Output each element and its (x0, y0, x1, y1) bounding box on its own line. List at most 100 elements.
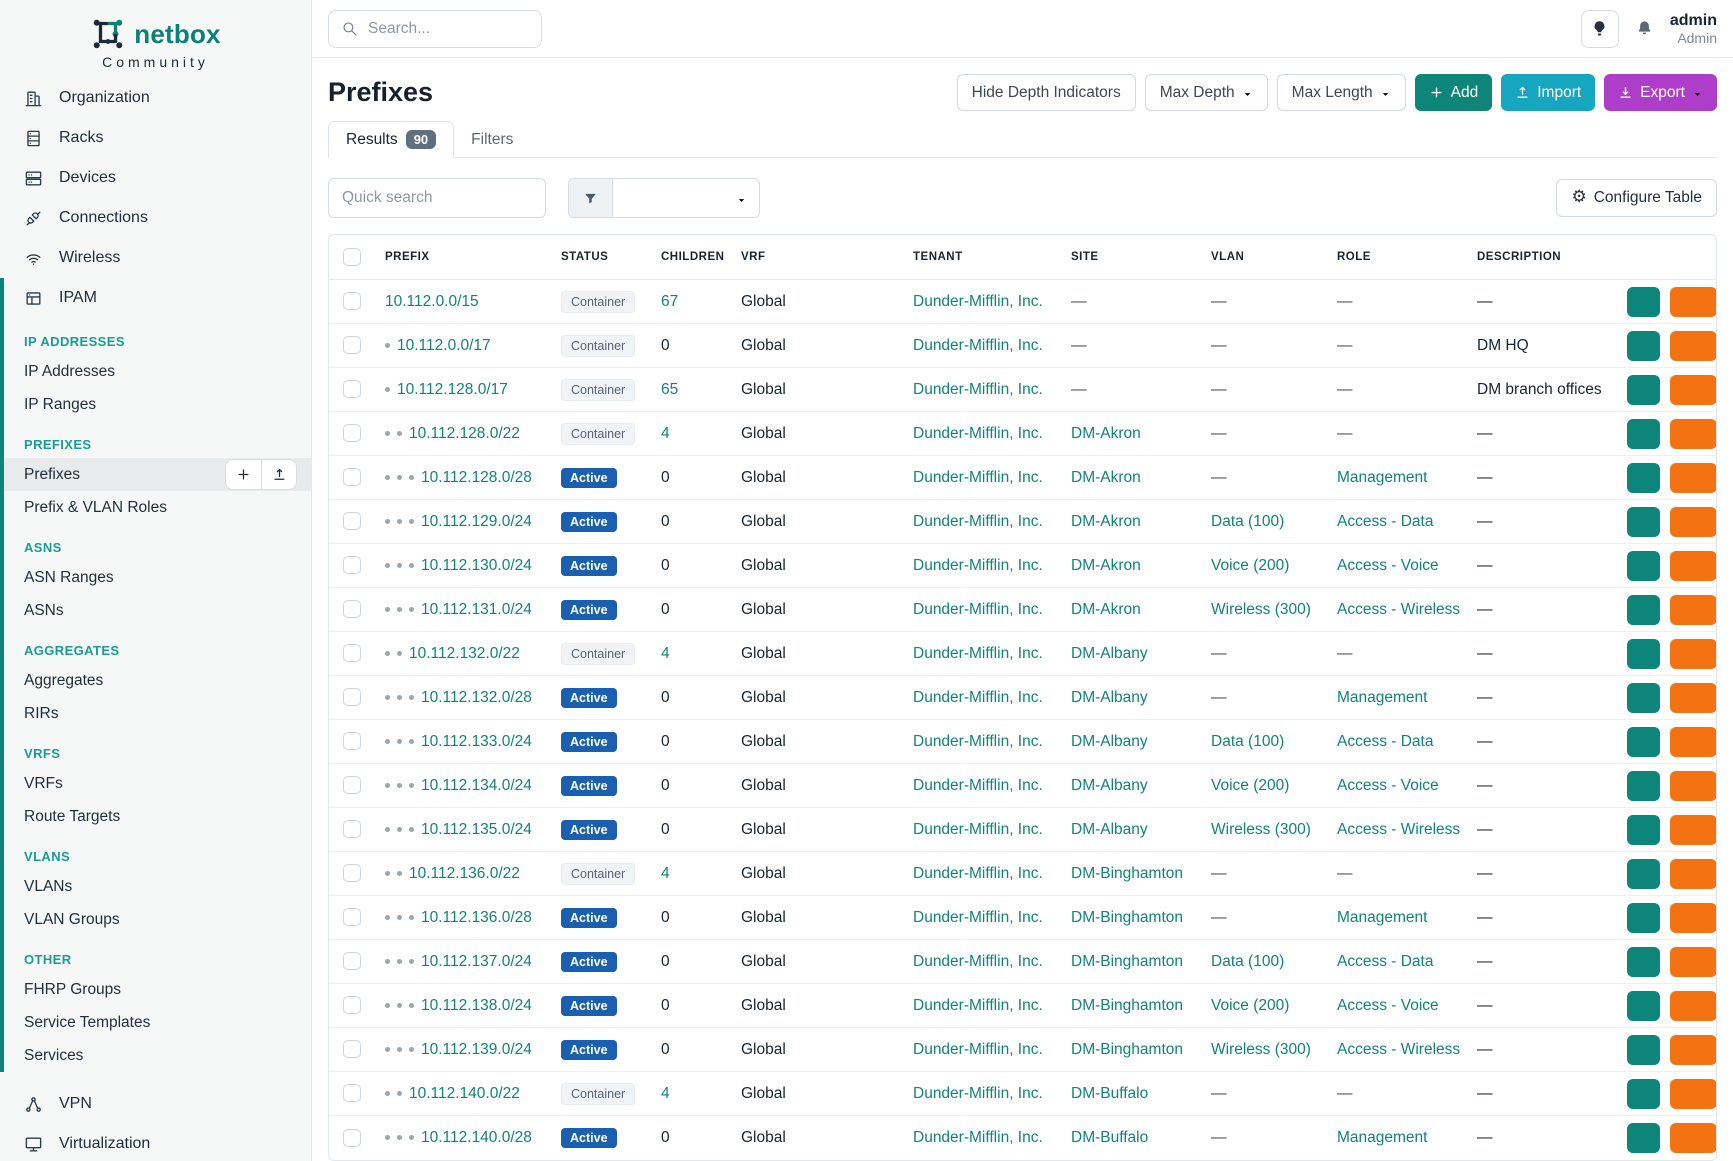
tenant-link[interactable]: Dunder-Mifflin, Inc. (913, 996, 1043, 1014)
sidebar-link-ip-addresses[interactable]: IP Addresses (24, 362, 116, 380)
row-checkbox[interactable] (343, 864, 361, 883)
edit-button[interactable] (1670, 594, 1716, 625)
clone-button[interactable] (1627, 858, 1660, 889)
sidebar-item-ipam[interactable]: IPAM (4, 278, 311, 318)
sidebar-item-devices[interactable]: Devices (0, 158, 311, 198)
vlan-link[interactable]: Wireless (300) (1211, 820, 1311, 838)
prefix-link[interactable]: 10.112.0.0/17 (397, 336, 491, 354)
clone-button[interactable] (1627, 462, 1660, 493)
tenant-link[interactable]: Dunder-Mifflin, Inc. (913, 864, 1043, 882)
max-depth-dropdown[interactable]: Max Depth (1144, 74, 1268, 111)
prefix-link[interactable]: 10.112.135.0/24 (421, 820, 532, 838)
edit-button[interactable] (1670, 462, 1716, 493)
role-link[interactable]: Access - Wireless (1337, 600, 1461, 618)
site-link[interactable]: DM-Buffalo (1071, 1084, 1149, 1102)
tenant-link[interactable]: Dunder-Mifflin, Inc. (913, 820, 1043, 838)
column-header-vrf[interactable]: VRF (731, 235, 903, 280)
role-link[interactable]: Access - Wireless (1337, 820, 1461, 838)
clone-button[interactable] (1627, 286, 1660, 317)
clone-button[interactable] (1627, 550, 1660, 581)
column-header-prefix[interactable]: PREFIX (375, 235, 551, 280)
edit-button[interactable] (1670, 990, 1716, 1021)
export-button[interactable]: Export (1604, 74, 1717, 111)
site-link[interactable]: DM-Albany (1071, 776, 1148, 794)
sidebar-link-rirs[interactable]: RIRs (24, 704, 59, 722)
role-link[interactable]: Management (1337, 468, 1428, 486)
tenant-link[interactable]: Dunder-Mifflin, Inc. (913, 380, 1043, 398)
edit-button[interactable] (1670, 726, 1716, 757)
row-checkbox[interactable] (343, 952, 361, 971)
sidebar-link-vrfs[interactable]: VRFs (24, 774, 63, 792)
tenant-link[interactable]: Dunder-Mifflin, Inc. (913, 644, 1043, 662)
edit-button[interactable] (1670, 858, 1716, 889)
theme-toggle-button[interactable] (1580, 9, 1619, 48)
clone-button[interactable] (1627, 1034, 1660, 1065)
notifications-button[interactable] (1635, 19, 1654, 38)
row-checkbox[interactable] (343, 336, 361, 355)
vlan-link[interactable]: Voice (200) (1211, 776, 1290, 794)
edit-button[interactable] (1670, 682, 1716, 713)
vlan-link[interactable]: Voice (200) (1211, 996, 1290, 1014)
logo[interactable]: netbox Community (0, 0, 311, 78)
prefix-link[interactable]: 10.112.138.0/24 (421, 996, 532, 1014)
site-link[interactable]: DM-Binghamton (1071, 952, 1183, 970)
edit-button[interactable] (1670, 770, 1716, 801)
tenant-link[interactable]: Dunder-Mifflin, Inc. (913, 512, 1043, 530)
tenant-link[interactable]: Dunder-Mifflin, Inc. (913, 952, 1043, 970)
column-header-role[interactable]: ROLE (1327, 235, 1467, 280)
children-count[interactable]: 65 (661, 380, 679, 398)
site-link[interactable]: DM-Albany (1071, 820, 1148, 838)
row-checkbox[interactable] (343, 1128, 361, 1147)
clone-button[interactable] (1627, 638, 1660, 669)
edit-button[interactable] (1670, 1122, 1716, 1153)
tenant-link[interactable]: Dunder-Mifflin, Inc. (913, 556, 1043, 574)
row-checkbox[interactable] (343, 908, 361, 927)
tenant-link[interactable]: Dunder-Mifflin, Inc. (913, 688, 1043, 706)
sidebar-link-vlan-groups[interactable]: VLAN Groups (24, 910, 120, 928)
prefix-link[interactable]: 10.112.134.0/24 (421, 776, 532, 794)
sidebar-link-service-templates[interactable]: Service Templates (24, 1013, 151, 1031)
site-link[interactable]: DM-Buffalo (1071, 1128, 1149, 1146)
clone-button[interactable] (1627, 330, 1660, 361)
clone-button[interactable] (1627, 682, 1660, 713)
site-link[interactable]: DM-Binghamton (1071, 864, 1183, 882)
clone-button[interactable] (1627, 1078, 1660, 1109)
children-count[interactable]: 4 (661, 644, 670, 662)
role-link[interactable]: Access - Voice (1337, 996, 1439, 1014)
row-checkbox[interactable] (343, 292, 361, 311)
tenant-link[interactable]: Dunder-Mifflin, Inc. (913, 468, 1043, 486)
quick-add-button[interactable] (226, 460, 261, 489)
children-count[interactable]: 67 (661, 292, 679, 310)
row-checkbox[interactable] (343, 380, 361, 399)
tenant-link[interactable]: Dunder-Mifflin, Inc. (913, 1040, 1043, 1058)
children-count[interactable]: 4 (661, 864, 670, 882)
role-link[interactable]: Access - Data (1337, 952, 1434, 970)
role-link[interactable]: Management (1337, 688, 1428, 706)
configure-table-button[interactable]: Configure Table (1556, 179, 1717, 217)
site-link[interactable]: DM-Albany (1071, 688, 1148, 706)
site-link[interactable]: DM-Binghamton (1071, 996, 1183, 1014)
column-header-site[interactable]: SITE (1061, 235, 1201, 280)
tab-filters[interactable]: Filters (471, 131, 514, 148)
sidebar-link-aggregates[interactable]: Aggregates (24, 671, 104, 689)
site-link[interactable]: DM-Albany (1071, 732, 1148, 750)
prefix-link[interactable]: 10.112.132.0/22 (409, 644, 520, 662)
sidebar-link-asns[interactable]: ASNs (24, 601, 64, 619)
site-link[interactable]: DM-Binghamton (1071, 908, 1183, 926)
site-link[interactable]: DM-Albany (1071, 644, 1148, 662)
children-count[interactable]: 4 (661, 1084, 670, 1102)
sidebar-item-vpn[interactable]: VPN (0, 1084, 311, 1124)
role-link[interactable]: Management (1337, 1128, 1428, 1146)
site-link[interactable]: DM-Binghamton (1071, 1040, 1183, 1058)
edit-button[interactable] (1670, 814, 1716, 845)
saved-filter-select[interactable] (613, 179, 759, 217)
clone-button[interactable] (1627, 594, 1660, 625)
prefix-link[interactable]: 10.112.131.0/24 (421, 600, 532, 618)
clone-button[interactable] (1627, 902, 1660, 933)
quick-search-input[interactable] (328, 178, 546, 218)
vlan-link[interactable]: Data (100) (1211, 512, 1285, 530)
clone-button[interactable] (1627, 990, 1660, 1021)
vlan-link[interactable]: Wireless (300) (1211, 1040, 1311, 1058)
row-checkbox[interactable] (343, 556, 361, 575)
site-link[interactable]: DM-Akron (1071, 468, 1141, 486)
